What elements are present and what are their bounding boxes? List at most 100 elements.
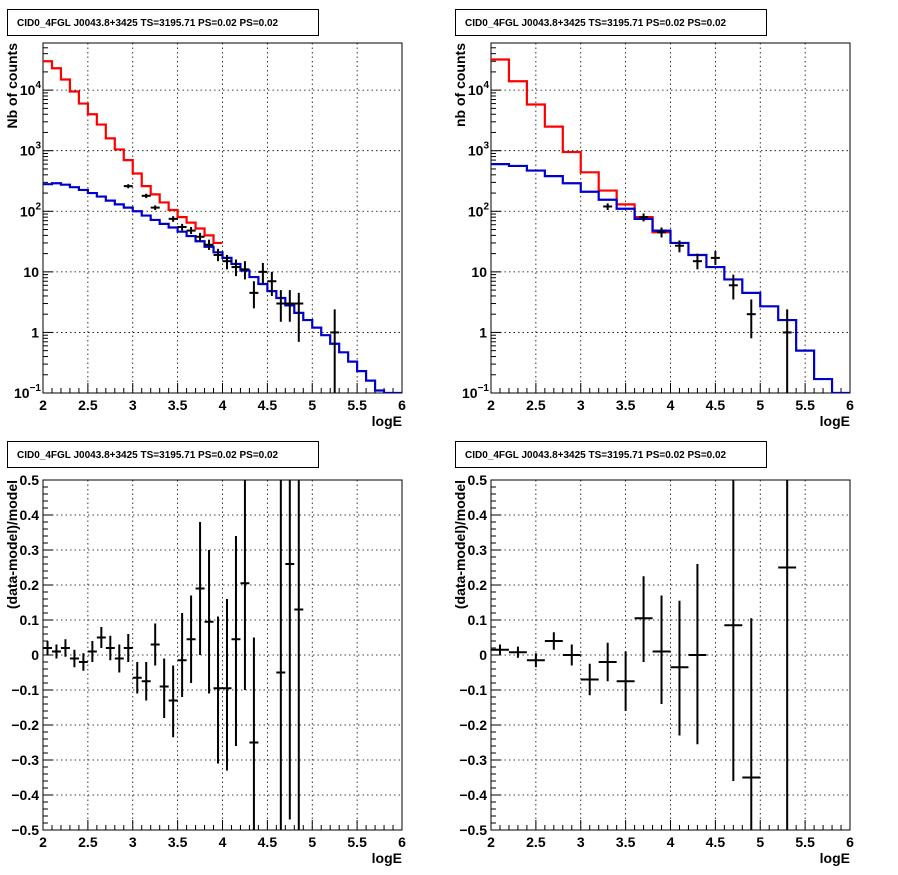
x-tick-label: 4 [219, 397, 227, 413]
x-tick-label: 4.5 [706, 834, 726, 850]
x-tick-label: 3 [129, 397, 137, 413]
data-point [204, 239, 214, 250]
data-point [742, 618, 761, 830]
data-point [670, 600, 689, 736]
y-ticks [43, 479, 53, 831]
data-point [598, 642, 617, 682]
y-tick-label: 0 [479, 647, 487, 663]
y-tick-label: 0.3 [468, 542, 488, 558]
y-tick-label: −0.4 [11, 787, 39, 803]
y-tick-label: 104 [20, 80, 42, 98]
data-point [78, 653, 88, 671]
x-tick-label: 2 [39, 397, 47, 413]
data-point [562, 644, 581, 666]
y-tick-label: 10 [23, 264, 39, 280]
data-point [141, 662, 151, 701]
x-tick-label: 3 [577, 834, 585, 850]
data-point [603, 203, 613, 210]
y-tick-label: −0.4 [459, 787, 487, 803]
x-tick-label: 4.5 [258, 834, 278, 850]
chart-panel-tr: CID0_4FGL J0043.8+3425 TS=3195.71 PS=0.0… [452, 9, 854, 429]
data-point [276, 290, 286, 322]
data-point [177, 613, 187, 697]
data-point [222, 599, 232, 771]
histogram-source-model [43, 182, 402, 393]
y-tick-label: 10−1 [14, 383, 41, 401]
data-point [285, 480, 295, 820]
data-point [60, 639, 70, 657]
y-tick-label: 0.3 [20, 542, 40, 558]
data-point [508, 646, 527, 658]
data-point [114, 644, 124, 673]
data-point [105, 635, 115, 661]
x-tick-label: 3.5 [168, 397, 188, 413]
y-tick-label: −0.3 [11, 752, 39, 768]
x-tick-label: 2 [487, 397, 495, 413]
x-axis-label: logE [372, 413, 402, 429]
title-box [455, 441, 767, 468]
plot-content [491, 58, 850, 393]
data-point [186, 595, 196, 683]
plot-content [43, 60, 402, 393]
y-tick-label: 104 [468, 80, 490, 98]
data-point [249, 281, 259, 309]
data-point [87, 641, 97, 662]
data-point [330, 309, 340, 393]
y-tick-label: 0.4 [20, 507, 40, 523]
x-axis-label: logE [820, 413, 850, 429]
x-tick-label: 2.5 [526, 397, 546, 413]
data-point [231, 536, 241, 746]
x-tick-label: 5.5 [347, 834, 367, 850]
y-tick-label: −0.5 [459, 822, 487, 838]
x-tick-label: 3 [577, 397, 585, 413]
x-ticks [42, 383, 403, 393]
data-point [141, 193, 151, 199]
y-tick-label: 0.1 [20, 612, 40, 628]
y-axis-label: (data-model)/model [4, 480, 20, 609]
data-point [276, 480, 286, 830]
data-point [43, 641, 52, 655]
x-tick-label: 5 [756, 834, 764, 850]
x-axis-label: logE [372, 850, 402, 866]
data-point [177, 223, 187, 231]
data-point [294, 292, 304, 342]
y-tick-label: −0.1 [459, 682, 487, 698]
data-point [724, 480, 743, 781]
data-point [213, 248, 223, 262]
x-tick-label: 5.5 [795, 397, 815, 413]
y-ticks [491, 42, 501, 394]
data-point [580, 663, 599, 696]
data-point [674, 240, 684, 253]
y-tick-label: 102 [468, 201, 490, 219]
x-tick-label: 3 [129, 834, 137, 850]
data-point [150, 205, 160, 210]
y-tick-label: −0.2 [459, 717, 487, 733]
chart-panel-bl: CID0_4FGL J0043.8+3425 TS=3195.71 PS=0.0… [4, 441, 406, 866]
x-tick-label: 2 [39, 834, 47, 850]
data-point [526, 653, 545, 668]
data-point [652, 595, 671, 704]
data-point [634, 576, 653, 662]
x-tick-label: 5 [308, 397, 316, 413]
data-point [728, 274, 738, 300]
y-ticks [43, 42, 53, 394]
x-tick-label: 2.5 [78, 834, 98, 850]
data-point [692, 253, 702, 270]
data-point [616, 651, 635, 711]
x-axis-label: logE [820, 850, 850, 866]
title-box [7, 441, 319, 468]
data-point [294, 480, 304, 830]
chart-title: CID0_4FGL J0043.8+3425 TS=3195.71 PS=0.0… [465, 450, 727, 461]
data-point [123, 634, 133, 662]
plot-content [491, 480, 797, 830]
grid-lines [43, 480, 402, 830]
x-tick-label: 4 [667, 834, 675, 850]
data-point [195, 522, 205, 655]
y-tick-label: 102 [20, 201, 42, 219]
data-point [778, 480, 797, 830]
grid-lines [491, 43, 850, 393]
y-tick-label: 1 [479, 324, 487, 340]
data-point [240, 480, 250, 690]
data-point [258, 263, 268, 284]
